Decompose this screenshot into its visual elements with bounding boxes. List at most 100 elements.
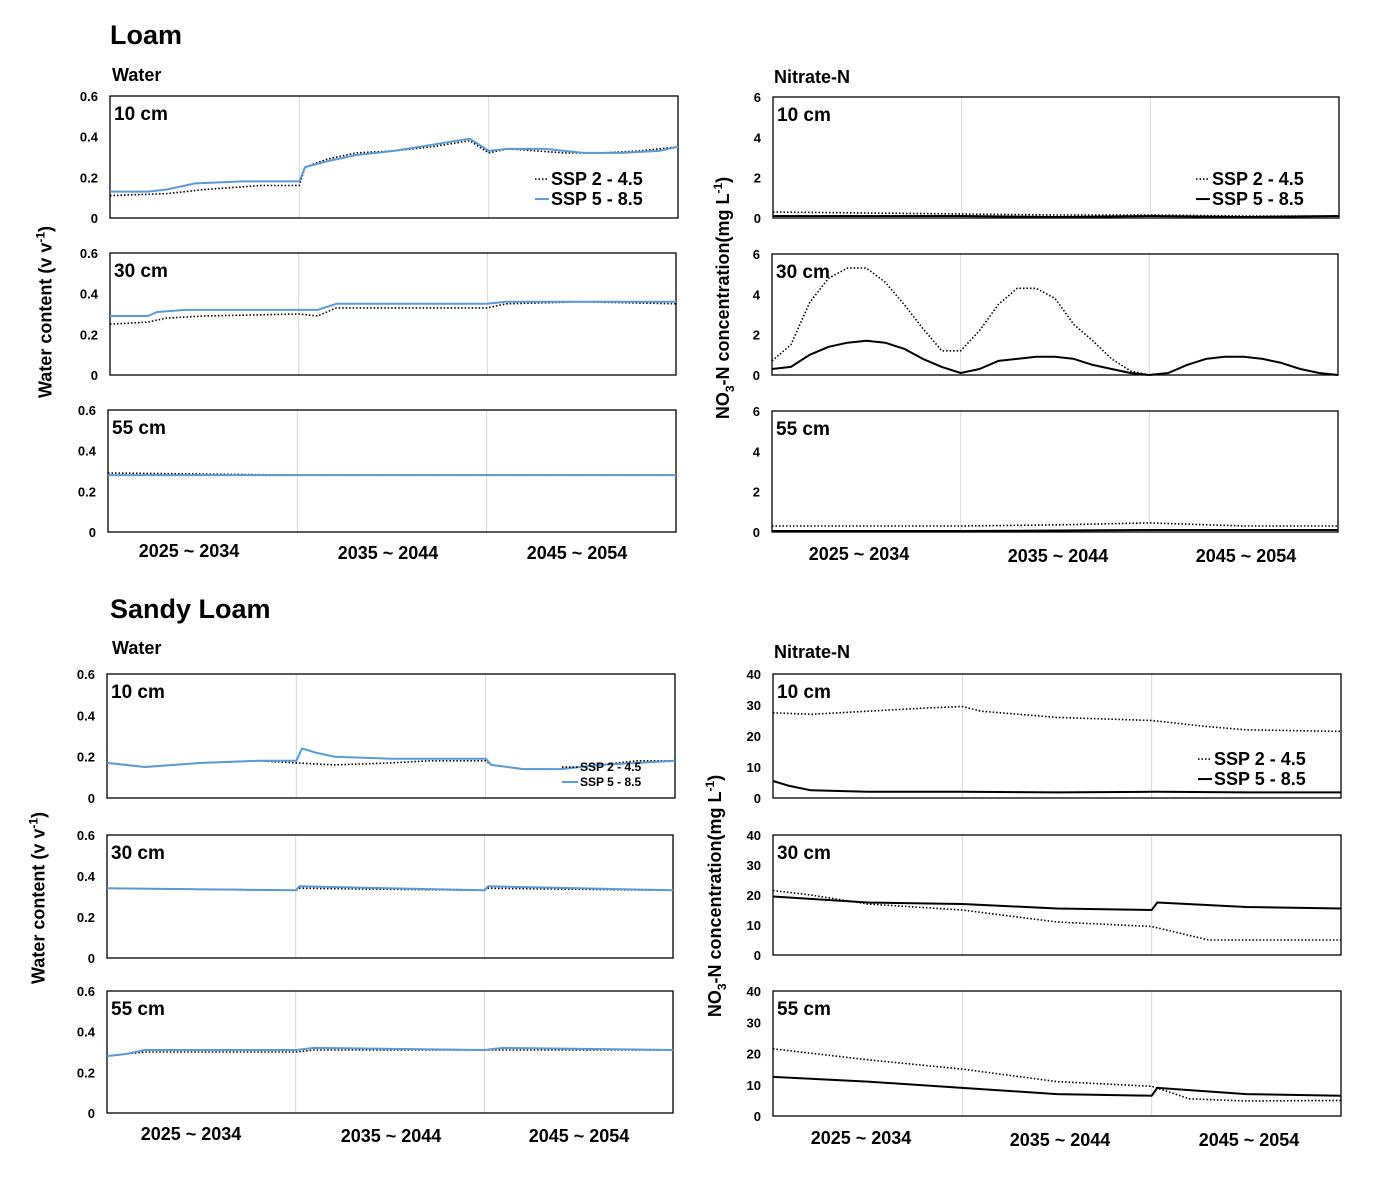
series-line-ssp245 xyxy=(772,522,1338,527)
plot-frame xyxy=(771,253,1339,376)
panel-sandy-nitrate-30cm: 0 10 20 30 40 30 cm xyxy=(747,828,1342,963)
y-tick-label: 0.2 xyxy=(80,170,98,185)
y-tick-label: 0 xyxy=(88,1106,95,1121)
depth-label: 30 cm xyxy=(111,843,165,864)
y-tick-label: 20 xyxy=(747,888,761,903)
depth-label: 30 cm xyxy=(776,262,830,283)
y-tick-label: 10 xyxy=(747,760,761,775)
series-line-ssp585 xyxy=(772,1075,1342,1097)
y-tick-label: 6 xyxy=(753,404,760,419)
panel-loam-water-55cm: 0 0.2 0.4 0.6 55 cm xyxy=(78,403,677,540)
series-line-ssp585 xyxy=(772,895,1342,911)
panel-sandy-nitrate-55cm: 0 10 20 30 40 55 cm xyxy=(747,984,1342,1124)
y-tick-label: 0 xyxy=(754,948,761,963)
legend-ssp245-label: SSP 2 - 4.5 xyxy=(1212,169,1304,189)
column-title-nitrate-sandy: Nitrate-N xyxy=(774,642,851,662)
y-tick-label: 0 xyxy=(754,1109,761,1124)
depth-label: 55 cm xyxy=(777,999,831,1020)
y-tick-label: 0.2 xyxy=(77,910,95,925)
depth-label: 10 cm xyxy=(777,682,831,703)
y-tick-label: 40 xyxy=(747,984,761,999)
y-tick-label: 20 xyxy=(747,729,761,744)
y-tick-label: 0 xyxy=(754,791,761,806)
series-line-ssp245 xyxy=(771,267,1150,376)
period-label-3: 2045 ~ 2054 xyxy=(1195,546,1297,566)
y-tick-label: 0 xyxy=(88,951,95,966)
series-line-ssp585 xyxy=(773,215,1340,218)
y-tick-label: 0.6 xyxy=(77,667,95,682)
series-line-ssp585 xyxy=(772,780,1341,794)
y-tick-label: 0.6 xyxy=(77,984,95,999)
y-tick-label: 0 xyxy=(91,211,98,226)
legend-ssp585-label: SSP 5 - 8.5 xyxy=(551,189,643,209)
series-line-ssp585 xyxy=(106,885,674,892)
series-line-ssp585 xyxy=(110,300,676,317)
series-line-ssp245 xyxy=(106,760,675,770)
y-tick-label: 30 xyxy=(747,1015,761,1030)
y-tick-label: 0.6 xyxy=(80,246,98,261)
y-tick-label: 10 xyxy=(747,918,761,933)
y-tick-label: 0 xyxy=(753,525,760,540)
y-axis-label-water-loam: Water content (v v-1) xyxy=(33,225,56,399)
plot-frame xyxy=(772,990,1342,1117)
plot-frame xyxy=(106,673,676,799)
y-tick-label: 0.4 xyxy=(80,130,99,145)
column-title-water-loam: Water xyxy=(112,65,162,85)
y-tick-label: 0 xyxy=(91,368,98,383)
series-line-ssp585 xyxy=(771,339,1339,376)
period-label-3: 2045 ~ 2054 xyxy=(526,543,628,563)
plot-frame xyxy=(106,834,674,959)
y-tick-label: 0 xyxy=(753,368,760,383)
period-label-1: 2025 ~ 2034 xyxy=(140,1124,242,1144)
series-line-ssp245 xyxy=(772,705,1342,733)
series-line-ssp585 xyxy=(106,747,676,771)
y-tick-label: 0.6 xyxy=(80,89,98,104)
y-axis-label-water-sandy: Water content (v v-1) xyxy=(26,811,49,985)
depth-label: 55 cm xyxy=(776,419,830,440)
y-tick-label: 0.6 xyxy=(77,828,95,843)
period-label-2: 2035 ~ 2044 xyxy=(340,1126,442,1146)
depth-label: 55 cm xyxy=(111,999,165,1020)
depth-label: 10 cm xyxy=(777,105,831,126)
plot-frame xyxy=(109,252,677,376)
y-tick-label: 30 xyxy=(747,858,761,873)
panel-sandy-water-30cm: 0 0.2 0.4 0.6 30 cm xyxy=(77,828,674,966)
series-line-ssp585 xyxy=(110,137,679,193)
depth-label: 55 cm xyxy=(112,418,166,439)
period-label-1: 2025 ~ 2034 xyxy=(138,541,240,561)
column-title-nitrate-loam: Nitrate-N xyxy=(774,67,851,87)
period-label-3: 2045 ~ 2054 xyxy=(528,1126,630,1146)
panel-loam-nitrate-55cm: 0 2 4 6 55 cm xyxy=(753,404,1339,540)
legend-ssp585-label: SSP 5 - 8.5 xyxy=(1214,769,1306,789)
y-tick-label: 0.4 xyxy=(80,287,99,302)
period-label-2: 2035 ~ 2044 xyxy=(1007,546,1109,566)
y-tick-label: 0 xyxy=(89,525,96,540)
y-tick-label: 20 xyxy=(747,1047,761,1062)
y-tick-label: 40 xyxy=(747,667,761,682)
y-tick-label: 0.4 xyxy=(78,444,97,459)
legend-ssp245-label: SSP 2 - 4.5 xyxy=(580,760,641,774)
y-tick-label: 10 xyxy=(747,1078,761,1093)
y-tick-label: 30 xyxy=(747,698,761,713)
y-tick-label: 2 xyxy=(753,485,760,500)
period-label-2: 2035 ~ 2044 xyxy=(1009,1130,1111,1150)
y-tick-label: 2 xyxy=(754,171,761,186)
y-tick-label: 0.2 xyxy=(77,1065,95,1080)
y-tick-label: 0.2 xyxy=(77,750,95,765)
y-tick-label: 4 xyxy=(754,130,762,145)
y-tick-label: 0.2 xyxy=(78,484,96,499)
panel-loam-water-30cm: 0 0.2 0.4 0.6 30 cm xyxy=(80,246,677,383)
y-tick-label: 0.4 xyxy=(77,869,96,884)
y-tick-label: 4 xyxy=(753,287,761,302)
y-tick-label: 0.2 xyxy=(80,327,98,342)
series-line-ssp245 xyxy=(772,889,1341,941)
series-line-ssp585 xyxy=(772,529,1338,532)
period-label-2: 2035 ~ 2044 xyxy=(337,543,439,563)
y-tick-label: 6 xyxy=(754,90,761,105)
legend-ssp245-label: SSP 2 - 4.5 xyxy=(1214,749,1306,769)
y-tick-label: 2 xyxy=(753,328,760,343)
y-tick-label: 0 xyxy=(754,211,761,226)
legend-ssp585-label: SSP 5 - 8.5 xyxy=(580,775,641,789)
